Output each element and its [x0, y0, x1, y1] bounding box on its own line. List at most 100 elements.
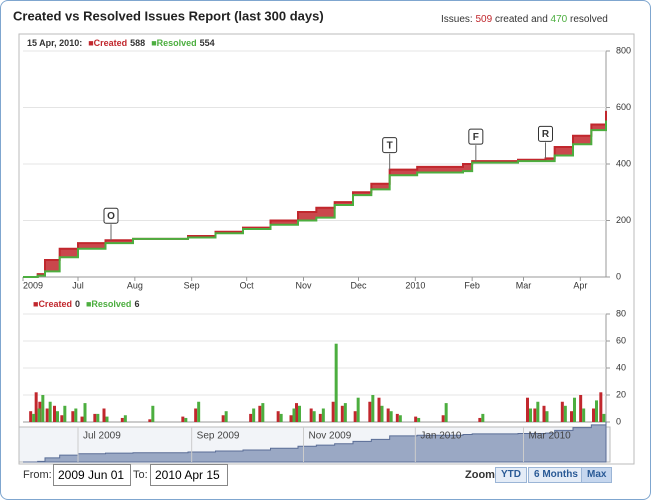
flag-box [538, 125, 553, 142]
flag-label: T [387, 140, 393, 151]
bar [261, 403, 265, 422]
bar [151, 405, 155, 422]
x-tick-label: 2010 [405, 280, 425, 290]
bar [197, 401, 201, 422]
y-tick-label: 600 [616, 102, 631, 112]
bar [334, 343, 338, 422]
series-line [23, 120, 607, 278]
bar [478, 417, 482, 422]
flag-box [103, 207, 119, 224]
navigator-area [23, 421, 607, 463]
flag-label: F [473, 132, 479, 143]
bar [148, 419, 152, 422]
zoom-button[interactable]: 6 Months [528, 467, 584, 483]
bar [417, 417, 421, 422]
legend-swatch: ■ [33, 299, 38, 309]
bar [377, 397, 381, 422]
bar [414, 416, 418, 422]
bar [312, 411, 316, 422]
summary-suffix: resolved [570, 14, 608, 25]
bar [71, 411, 75, 422]
bar [592, 408, 595, 422]
x-tick-label: Apr [573, 280, 587, 290]
y-tick-label: 800 [616, 45, 631, 55]
bar [56, 411, 59, 422]
bar [526, 397, 529, 422]
zoom-button[interactable]: Max [581, 467, 613, 483]
x-tick-label: Jul [72, 280, 84, 290]
bar [529, 408, 532, 422]
x-tick-label: Dec [350, 280, 367, 290]
bar [353, 411, 357, 422]
y-tick-label: 20 [616, 389, 626, 399]
bar [602, 413, 606, 422]
from-input[interactable]: 2009 Jun 01 [53, 464, 131, 486]
difference-band [23, 110, 606, 277]
y-tick-label: 60 [616, 335, 626, 345]
to-label: To: [133, 469, 148, 481]
legend-value: 0 [75, 299, 80, 309]
bar [258, 405, 262, 422]
y-tick-label: 0 [616, 271, 621, 281]
created-total: 509 [475, 14, 492, 25]
zoom-button[interactable]: YTD [495, 467, 527, 483]
bar [120, 417, 124, 422]
y-tick-label: 200 [616, 215, 631, 225]
legend-value: 554 [200, 38, 215, 48]
summary-prefix: Issues: [441, 14, 473, 25]
bar [279, 413, 283, 422]
summary-middle: created and [495, 14, 548, 25]
bar [63, 405, 67, 422]
navigator-label: Mar 2010 [529, 431, 572, 442]
bar [48, 401, 52, 422]
bar [331, 401, 335, 422]
bar [309, 408, 313, 422]
bar [533, 408, 537, 422]
y-tick-label: 40 [616, 362, 626, 372]
zoom-label: Zoom: [465, 469, 499, 481]
legend-name: Created [38, 299, 72, 309]
bar [83, 403, 87, 422]
bar [295, 403, 298, 422]
bar [123, 415, 127, 422]
bar [37, 408, 41, 422]
y-tick-label: 0 [616, 416, 621, 426]
series-line [23, 110, 607, 278]
flag-box [382, 137, 398, 154]
bar [560, 401, 564, 422]
x-tick-label: Oct [240, 280, 255, 290]
bar [536, 401, 540, 422]
navigator-label: Jul 2009 [83, 431, 121, 442]
bar [45, 408, 49, 422]
bar [481, 413, 485, 422]
bar [340, 405, 344, 422]
bar [582, 408, 586, 422]
to-input[interactable]: 2010 Apr 15 [150, 464, 228, 486]
bar [395, 413, 399, 422]
legend-swatch: ■ [88, 38, 93, 48]
x-tick-label: 2009 [23, 280, 43, 290]
navigator-label: Jan 2010 [420, 431, 462, 442]
bar [80, 416, 84, 422]
bar [105, 416, 109, 422]
bar [252, 408, 256, 422]
bar [41, 395, 45, 422]
bar [184, 417, 188, 422]
bar [599, 392, 603, 422]
chart-frame [18, 33, 635, 465]
x-tick-label: Aug [127, 280, 143, 290]
bar [60, 415, 64, 422]
bar [224, 411, 228, 422]
summary: Issues: 509 created and 470 resolved [441, 14, 608, 25]
bar [96, 413, 100, 422]
legend-swatch: ■ [151, 38, 156, 48]
bar [194, 408, 198, 422]
legend-name: Resolved [91, 299, 131, 309]
flag-label: O [107, 211, 115, 222]
bar [276, 411, 280, 422]
y-tick-label: 80 [616, 308, 626, 318]
flag-label: R [542, 129, 550, 140]
flag-box [468, 128, 484, 145]
bar [343, 403, 347, 422]
